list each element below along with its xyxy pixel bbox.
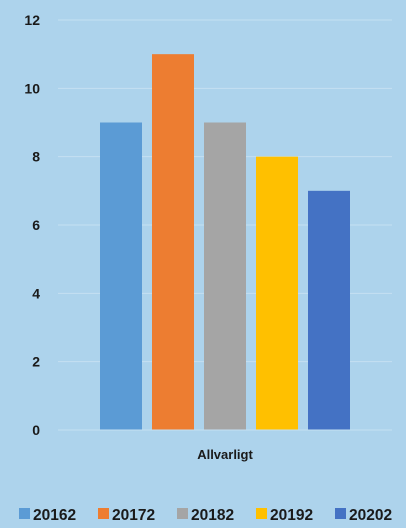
legend-label: 20192 bbox=[270, 507, 313, 524]
legend-swatch bbox=[98, 508, 109, 519]
bar-20162 bbox=[100, 122, 142, 430]
legend-item: 20172 bbox=[98, 507, 155, 524]
y-axis-tick-labels: 0 2 4 6 8 10 12 bbox=[24, 12, 40, 438]
bar-20172 bbox=[152, 54, 194, 431]
legend-label: 20202 bbox=[349, 507, 392, 524]
bars bbox=[100, 54, 350, 431]
bar-20202 bbox=[308, 190, 350, 430]
category-label: Allvarligt bbox=[197, 447, 253, 462]
legend-swatch bbox=[177, 508, 188, 519]
legend-label: 20162 bbox=[33, 507, 76, 524]
legend-item: 20192 bbox=[256, 507, 313, 524]
y-tick-label: 0 bbox=[32, 422, 40, 438]
legend-item: 20202 bbox=[335, 507, 392, 524]
bar-20182 bbox=[204, 122, 246, 430]
y-tick-label: 12 bbox=[24, 12, 40, 28]
bar-20192 bbox=[256, 156, 298, 430]
y-tick-label: 6 bbox=[32, 217, 40, 233]
legend-label: 20172 bbox=[112, 507, 155, 524]
y-tick-label: 4 bbox=[32, 285, 40, 301]
legend-swatch bbox=[256, 508, 267, 519]
legend: 20162 20172 20182 20192 20202 bbox=[19, 507, 392, 524]
legend-item: 20162 bbox=[19, 507, 76, 524]
y-tick-label: 8 bbox=[32, 149, 40, 165]
legend-item: 20182 bbox=[177, 507, 234, 524]
legend-swatch bbox=[19, 508, 30, 519]
legend-label: 20182 bbox=[191, 507, 234, 524]
y-tick-label: 2 bbox=[32, 354, 40, 370]
legend-swatch bbox=[335, 508, 346, 519]
x-axis-category-labels: Allvarligt bbox=[197, 447, 253, 462]
y-tick-label: 10 bbox=[24, 80, 40, 96]
